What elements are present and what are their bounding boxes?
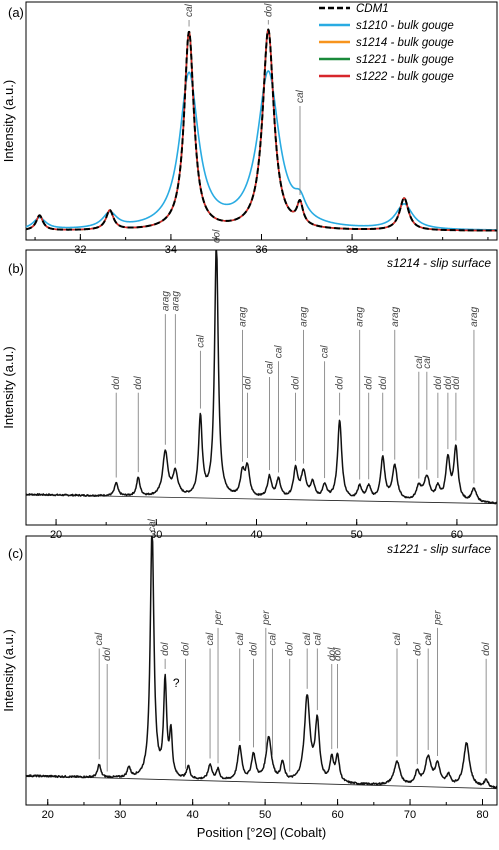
annotation-label: cal bbox=[302, 632, 313, 646]
annotation-label: dol bbox=[180, 642, 191, 656]
annotation-label: arag bbox=[469, 306, 480, 326]
panel-c: 20 30 40 50 60 70 80 (c) Intensity (a.u.) s1221 -… bbox=[1, 518, 498, 840]
y-axis-label: Intensity (a.u.) bbox=[1, 629, 16, 711]
annotation-label: dol bbox=[111, 376, 122, 390]
annotation-label: cal bbox=[267, 632, 278, 646]
plot-frame bbox=[25, 249, 498, 526]
annotation-label: cal bbox=[205, 632, 216, 646]
x-tick-label: 30 bbox=[150, 529, 162, 541]
annotation-label: cal bbox=[235, 632, 246, 646]
x-tick-label: 60 bbox=[331, 809, 343, 821]
annotation-label: cal bbox=[414, 355, 425, 369]
background-line bbox=[25, 775, 498, 790]
x-tick-label: 80 bbox=[476, 809, 488, 821]
x-tick-label: 70 bbox=[404, 809, 416, 821]
annotation-label: cal bbox=[422, 355, 433, 369]
annotation-label: cal bbox=[295, 89, 306, 103]
y-axis-label: Intensity (a.u.) bbox=[1, 80, 16, 162]
annotation-label: dol bbox=[211, 229, 222, 243]
annotation-label: cal bbox=[320, 345, 331, 359]
annotation-label: dol bbox=[249, 642, 260, 656]
annotation-label: cal bbox=[184, 3, 195, 17]
annotation-label: dol bbox=[327, 647, 338, 661]
annotation-label: dol bbox=[291, 376, 302, 390]
x-tick-label: 20 bbox=[42, 809, 54, 821]
annotation-label: cal bbox=[195, 334, 206, 348]
annotation-label: per bbox=[261, 610, 272, 626]
x-axis-label: Position [°2Θ] (Cobalt) bbox=[197, 825, 326, 840]
annotation-label: dol bbox=[333, 647, 344, 661]
annotation-label: dol bbox=[364, 376, 375, 390]
question-mark-label: ? bbox=[173, 676, 180, 690]
annotation-label: dol bbox=[242, 376, 253, 390]
series-line-1 bbox=[25, 70, 498, 231]
annotation-label: cal bbox=[392, 632, 403, 646]
plot-frame bbox=[25, 535, 498, 806]
annotation-label: per bbox=[213, 610, 224, 626]
annotation-label: arag bbox=[170, 291, 181, 311]
annotation-label: dol bbox=[481, 642, 492, 656]
x-tick-label: 60 bbox=[451, 529, 463, 541]
annotation-label: cal bbox=[94, 632, 105, 646]
annotation-label: cal bbox=[423, 632, 434, 646]
annotation-label: per bbox=[433, 610, 444, 626]
annotation-label: dol bbox=[335, 376, 346, 390]
panel-subtitle: s1214 - slip surface bbox=[387, 256, 491, 270]
x-tick-label: 40 bbox=[250, 529, 262, 541]
legend-entry-2: s1214 - bulk gouge bbox=[356, 37, 454, 49]
panel-label: (a) bbox=[8, 5, 24, 20]
annotation-label: dol bbox=[412, 642, 423, 656]
annotation-label: cal bbox=[265, 360, 276, 374]
annotation-label: arag bbox=[237, 306, 248, 326]
annotation-label: dol bbox=[160, 642, 171, 656]
annotation-label: dol bbox=[102, 647, 113, 661]
annotation-label: dol bbox=[451, 376, 462, 390]
annotation-label: arag bbox=[390, 306, 401, 326]
x-tick-label: 40 bbox=[187, 809, 199, 821]
panel-subtitle: s1221 - slip surface bbox=[387, 542, 491, 556]
legend-entry-0: CDM1 bbox=[356, 3, 389, 15]
annotation-label: cal bbox=[312, 632, 323, 646]
y-axis-label: Intensity (a.u.) bbox=[1, 346, 16, 428]
panel-label: (b) bbox=[8, 261, 24, 276]
x-tick-label: 50 bbox=[351, 529, 363, 541]
x-tick-label: 50 bbox=[259, 809, 271, 821]
annotation-label: dol bbox=[378, 376, 389, 390]
diffraction-trace bbox=[25, 536, 498, 789]
legend-entry-3: s1221 - bulk gouge bbox=[356, 54, 454, 66]
panel-b: 20 30 40 50 60 (b) Intensity (a.u.) s1214 - sli… bbox=[1, 229, 498, 541]
x-tick-label: 20 bbox=[50, 529, 62, 541]
legend-entry-1: s1210 - bulk gouge bbox=[356, 20, 454, 32]
annotation-label: cal bbox=[147, 518, 158, 532]
diffraction-trace bbox=[25, 250, 498, 505]
annotation-label: dol bbox=[443, 376, 454, 390]
annotation-label: dol bbox=[133, 376, 144, 390]
annotation-label: cal bbox=[274, 345, 285, 359]
annotation-label: dol bbox=[433, 376, 444, 390]
annotation-label: dol bbox=[285, 642, 296, 656]
annotation-label: arag bbox=[160, 291, 171, 311]
panel-label: (c) bbox=[8, 546, 23, 561]
series-line-0 bbox=[25, 28, 498, 232]
annotation-label: arag bbox=[355, 306, 366, 326]
legend-entry-4: s1222 - bulk gouge bbox=[356, 71, 454, 83]
x-tick-label: 30 bbox=[114, 809, 126, 821]
annotation-label: arag bbox=[299, 306, 310, 326]
annotation-label: dol bbox=[263, 3, 274, 17]
